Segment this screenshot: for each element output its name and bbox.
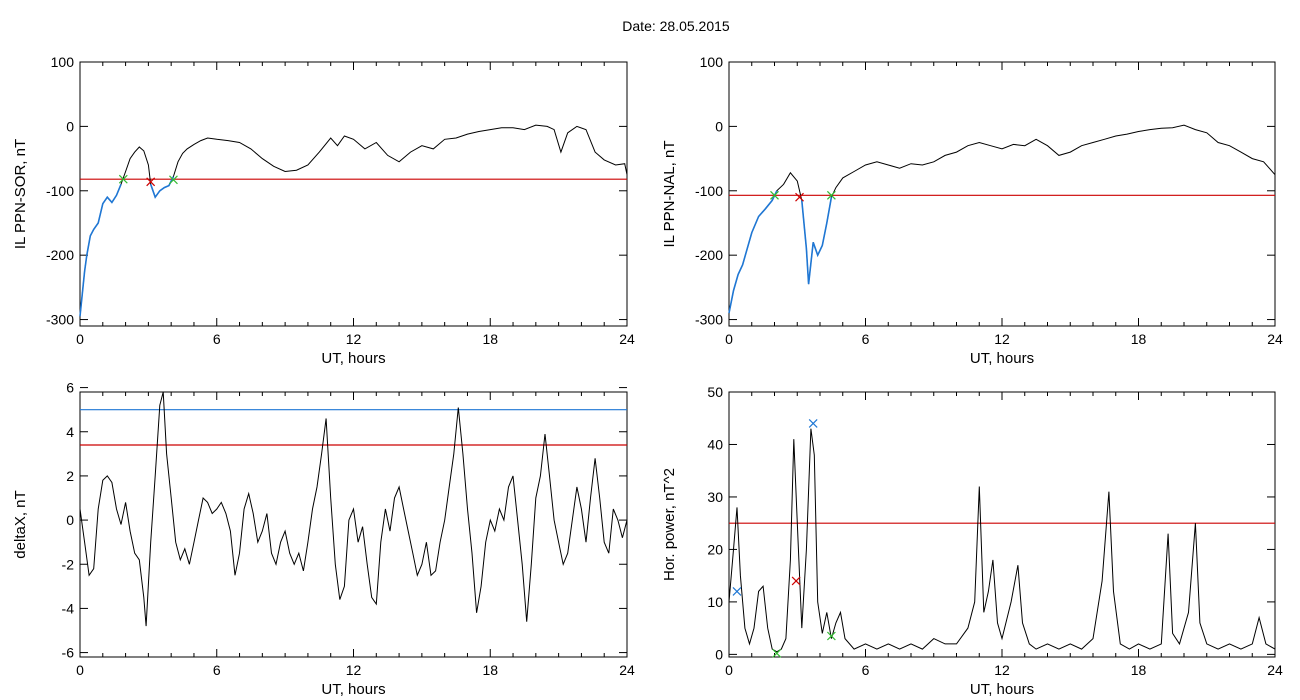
y-tick-label: 0 xyxy=(66,512,74,528)
x-tick-label: 0 xyxy=(725,331,733,347)
x-axis-label: UT, hours xyxy=(321,681,385,698)
marker-green xyxy=(826,631,836,641)
marker-red xyxy=(146,177,156,187)
marker-green xyxy=(770,190,779,200)
y-tick-label: -2 xyxy=(62,556,75,572)
y-tick-label: -200 xyxy=(695,247,723,263)
marker-green xyxy=(826,190,836,200)
y-tick-label: 6 xyxy=(66,380,74,396)
x-tick-label: 12 xyxy=(346,331,362,347)
marker-green xyxy=(169,175,178,185)
x-tick-label: 18 xyxy=(482,331,498,347)
y-tick-label: 30 xyxy=(707,489,723,505)
data-trace xyxy=(728,124,1276,314)
x-tick-label: 6 xyxy=(213,662,221,678)
plot-frame xyxy=(728,61,1276,327)
plot-frame xyxy=(79,61,628,327)
x-tick-label: 24 xyxy=(619,331,635,347)
chart-panel-hor-power: 0 6 12 18 24 0 10 20 30 40 50 UT, hours Hor. power, … xyxy=(661,384,1283,698)
highlight-segment xyxy=(79,183,122,317)
x-tick-label: 18 xyxy=(1131,662,1147,678)
y-tick-label: -300 xyxy=(695,312,723,328)
marker-blue xyxy=(808,419,818,428)
x-tick-label: 12 xyxy=(994,662,1010,678)
y-tick-label: 40 xyxy=(707,436,723,452)
x-tick-label: 24 xyxy=(1267,331,1283,347)
highlight-segment xyxy=(801,197,833,285)
y-axis-label: IL PPN-SOR, nT xyxy=(12,139,29,249)
highlight-segment xyxy=(728,190,778,314)
y-tick-label: 10 xyxy=(707,594,723,610)
y-tick-label: -200 xyxy=(46,247,74,263)
y-tick-label: -100 xyxy=(46,183,74,199)
x-tick-label: 18 xyxy=(1131,331,1147,347)
x-tick-label: 24 xyxy=(1267,662,1283,678)
x-tick-label: 12 xyxy=(346,662,362,678)
y-tick-label: -6 xyxy=(62,645,75,661)
data-trace xyxy=(728,428,1276,653)
x-tick-label: 12 xyxy=(994,331,1010,347)
y-tick-label: 0 xyxy=(66,118,74,134)
x-axis-label: UT, hours xyxy=(321,350,385,367)
figure-title: Date: 28.05.2015 xyxy=(622,18,730,34)
data-trace xyxy=(79,124,628,317)
y-tick-label: 4 xyxy=(66,424,74,440)
y-tick-label: 100 xyxy=(51,54,75,70)
x-tick-label: 6 xyxy=(862,331,870,347)
x-tick-label: 0 xyxy=(76,331,84,347)
x-tick-label: 6 xyxy=(862,662,870,678)
y-axis-label: Hor. power, nT^2 xyxy=(661,468,678,581)
marker-red xyxy=(795,192,804,202)
highlight-segment xyxy=(149,176,175,199)
x-tick-label: 0 xyxy=(76,662,84,678)
x-axis-label: UT, hours xyxy=(970,681,1034,698)
y-tick-label: 0 xyxy=(715,646,723,662)
plot-frame xyxy=(79,391,628,658)
y-tick-label: -100 xyxy=(695,183,723,199)
y-tick-label: -4 xyxy=(62,600,75,616)
x-tick-label: 6 xyxy=(213,331,221,347)
y-axis-label: IL PPN-NAL, nT xyxy=(661,141,678,248)
y-tick-label: 20 xyxy=(707,541,723,557)
x-axis-label: UT, hours xyxy=(970,350,1034,367)
y-axis-label: deltaX, nT xyxy=(12,490,29,558)
chart-panel-ppn-nal: 0 6 12 18 24 -300 -200 -100 0 100 UT, hours IL PPN-… xyxy=(661,54,1283,367)
marker-red xyxy=(791,576,801,586)
marker-blue xyxy=(732,586,742,596)
y-tick-label: 100 xyxy=(700,54,724,70)
x-tick-label: 0 xyxy=(725,662,733,678)
marker-green xyxy=(118,174,128,184)
y-tick-label: -300 xyxy=(46,312,74,328)
y-tick-label: 50 xyxy=(707,384,723,400)
chart-panel-ppn-sor: 0 6 12 18 24 -300 -200 -100 0 100 UT, hours IL PPN-… xyxy=(12,54,635,367)
y-tick-label: 2 xyxy=(66,468,74,484)
data-trace xyxy=(79,391,628,627)
marker-green xyxy=(772,648,782,658)
x-tick-label: 18 xyxy=(482,662,498,678)
y-tick-label: 0 xyxy=(715,118,723,134)
x-tick-label: 24 xyxy=(619,662,635,678)
